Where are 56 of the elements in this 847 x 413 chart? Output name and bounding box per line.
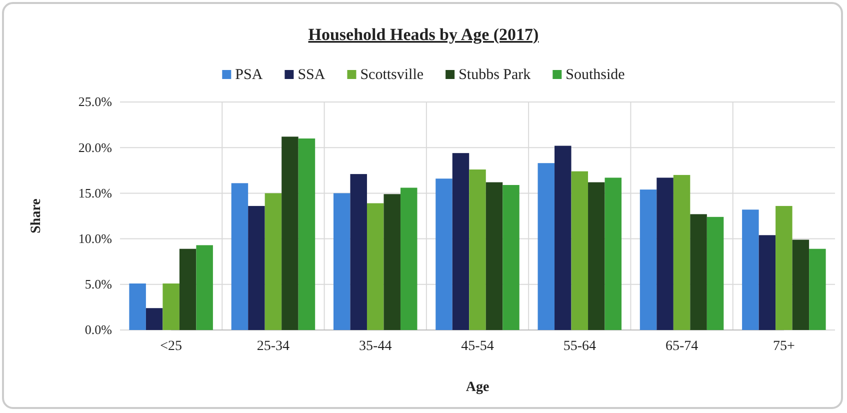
bar [350,174,367,330]
bar [538,163,555,330]
bar [129,283,146,330]
bar [179,248,196,330]
bar [604,178,622,330]
bar [486,182,503,330]
bar [554,146,572,330]
bar [758,235,776,330]
bar [742,210,759,330]
x-tick-label: 25-34 [256,338,290,354]
bar [366,203,384,330]
x-tick-label: 65-74 [665,338,698,354]
bar [162,283,180,330]
x-tick-label: 55-64 [563,338,596,354]
y-tick-label: 5.0% [84,276,112,292]
legend-label: PSA [235,67,263,83]
legend-label: Southside [566,67,626,83]
bar [452,153,470,330]
x-tick-label: 45-54 [461,338,494,354]
bar [640,190,657,330]
y-tick-label: 10.0% [78,230,112,246]
bar [196,245,213,330]
bar [146,308,163,330]
bar [231,183,248,330]
bar [706,216,724,330]
bar [656,178,674,330]
bar [502,184,520,330]
bar [333,193,350,330]
bar [792,240,810,330]
bar [809,248,826,330]
bar [571,171,588,330]
x-tick-label: 35-44 [359,338,392,354]
chart-title: Household Heads by Age (2017) [308,25,539,44]
x-axis-title: Age [466,380,490,395]
bar [673,174,690,330]
bar [298,138,316,330]
bar [776,206,792,330]
y-tick-label: 0.0% [84,322,112,338]
bar [400,188,418,330]
bar [248,206,265,330]
bar [690,214,707,330]
bar [384,194,400,330]
legend-label: SSA [298,67,326,83]
x-tick-label: 75+ [772,338,795,354]
y-axis-title: Share [29,198,44,234]
y-tick-label: 25.0% [78,94,112,110]
x-tick-label: <25 [160,338,182,354]
y-tick-label: 20.0% [78,140,112,155]
bar [469,169,486,330]
bar [588,182,605,330]
bar [264,193,282,330]
bar [282,136,298,330]
y-tick-label: 15.0% [78,185,112,200]
bar [436,178,452,330]
legend-label: Scottsville [360,67,424,83]
legend-label: Stubbs Park [458,67,532,83]
